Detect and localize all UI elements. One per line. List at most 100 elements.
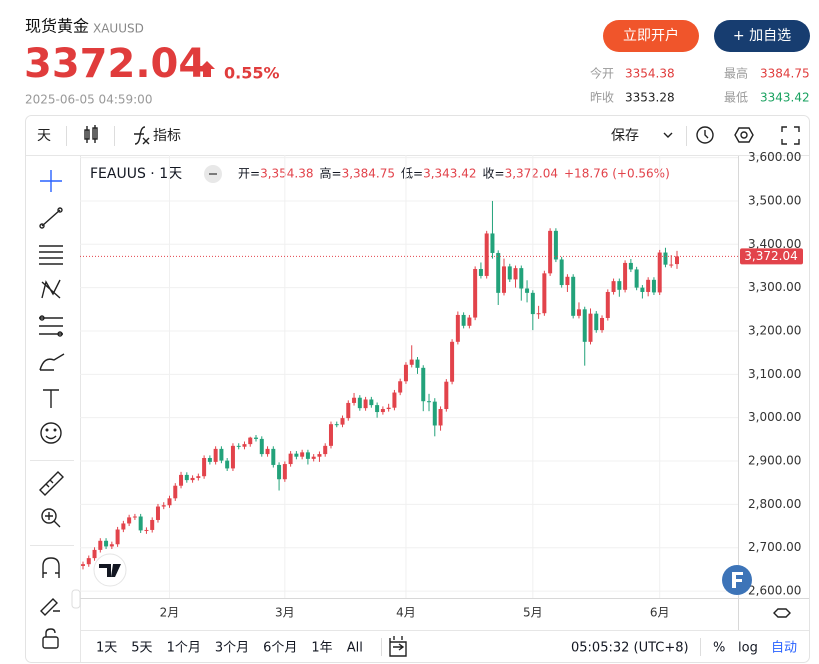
candle-body <box>403 364 408 382</box>
save-button[interactable]: 保存 <box>611 128 639 144</box>
indicators-button[interactable]: 指标 <box>153 128 181 144</box>
candle-body <box>640 287 645 292</box>
button-label[interactable]: + 加自选 <box>733 28 791 44</box>
timestamp: 2025-06-05 04:59:00 <box>25 93 152 107</box>
x-tick-label: 4月 <box>396 606 416 620</box>
fullscreen-icon[interactable] <box>781 126 800 145</box>
stat-value: 3353.28 <box>625 91 675 105</box>
range-button[interactable]: 3个月 <box>215 641 249 656</box>
candle-body <box>651 279 656 293</box>
range-button[interactable]: All <box>347 641 363 656</box>
candle-body <box>109 544 114 547</box>
button-label[interactable]: 立即开户 <box>623 27 679 44</box>
candle-body <box>340 418 345 425</box>
y-tick-label: 3,400.00 <box>748 237 801 251</box>
candle-body <box>300 452 305 457</box>
legend-label: 开= <box>238 167 260 181</box>
candle-body <box>611 281 616 292</box>
candle-body <box>415 359 420 368</box>
axes: 2,600.00 2,700.00 2,800.00 2,900.00 3,000.00… <box>80 150 803 620</box>
date-range-icon[interactable] <box>389 636 407 657</box>
candle-body <box>438 409 443 426</box>
candle-body <box>132 516 137 518</box>
candle-body <box>219 448 224 461</box>
axis-settings-icon[interactable] <box>773 608 791 618</box>
open-account-button[interactable] <box>603 20 699 52</box>
up-arrow <box>199 61 215 77</box>
candle-body <box>363 399 368 409</box>
candle-body <box>519 268 524 289</box>
candle-body <box>571 276 576 316</box>
stat-label: 最低 <box>724 91 748 105</box>
candle-body <box>225 460 230 469</box>
legend-value: 3,372.04 <box>505 167 558 181</box>
price: 3372.04 <box>24 41 206 87</box>
candle-body <box>207 457 212 462</box>
y-tick-label: 2,800.00 <box>748 497 801 511</box>
x-tick-label: 5月 <box>523 606 543 620</box>
range-button[interactable]: 1年 <box>311 641 332 656</box>
tv-logo-mark <box>99 564 121 577</box>
candles <box>81 200 679 570</box>
range-button[interactable]: 5天 <box>131 641 152 656</box>
candle-body <box>305 452 310 459</box>
candle-body <box>559 259 564 286</box>
last-price-label: 3,372.04 <box>744 249 797 263</box>
grid <box>80 155 738 598</box>
candle-body <box>565 276 570 286</box>
indicator-icon[interactable] <box>134 126 150 145</box>
scale-option[interactable]: 自动 <box>771 641 797 656</box>
y-tick-label: 3,600.00 <box>748 150 801 164</box>
y-tick-label: 3,500.00 <box>748 193 801 207</box>
candle-body <box>478 269 483 276</box>
candle-body <box>548 230 553 274</box>
legend-label: 高= <box>320 166 342 181</box>
candle-body <box>282 464 287 480</box>
candle-body <box>461 314 466 326</box>
interval-button[interactable]: 天 <box>37 128 51 144</box>
stat-label: 最高 <box>724 66 748 81</box>
settings-icon[interactable] <box>734 127 754 143</box>
range-button[interactable]: 6个月 <box>263 641 297 656</box>
candle-body <box>588 313 593 342</box>
candle-body <box>92 549 97 559</box>
scale-option[interactable]: % <box>713 641 725 656</box>
legend-symbol: FEAUUS · 1天 <box>90 166 182 182</box>
chart-type-icon[interactable] <box>84 125 98 143</box>
stat-label: 昨收 <box>590 91 614 105</box>
candle-body <box>81 564 85 566</box>
candle-body <box>536 313 541 315</box>
range-button[interactable]: 1个月 <box>167 641 201 656</box>
candle-body <box>196 476 201 478</box>
alert-icon[interactable] <box>696 126 714 144</box>
brand-logo-mark <box>732 572 743 588</box>
candle-body <box>357 397 362 409</box>
candle-body <box>236 445 241 447</box>
y-tick-label: 2,700.00 <box>748 540 801 554</box>
candle-body <box>432 401 437 426</box>
candle-body <box>473 269 478 318</box>
candle-body <box>553 230 558 260</box>
clock: 05:05:32 (UTC+8) <box>571 641 689 656</box>
y-tick-label: 3,200.00 <box>748 323 801 337</box>
candle-body <box>375 405 380 413</box>
x-tick-label: 2月 <box>160 606 180 620</box>
candle-body <box>525 288 530 293</box>
last-price-box <box>740 248 803 265</box>
dropdown-icon[interactable] <box>663 132 673 138</box>
candle-body <box>317 454 322 457</box>
range-button[interactable]: 1天 <box>96 641 117 656</box>
drawing-tools[interactable] <box>39 170 65 649</box>
watchlist-button[interactable] <box>714 20 810 52</box>
candle-body <box>138 516 143 531</box>
candle-body <box>271 448 276 465</box>
candle-body <box>663 252 668 265</box>
candle-body <box>248 437 253 445</box>
collapse-sidebar[interactable] <box>71 589 81 609</box>
legend-change: +18.76 (+0.56%) <box>564 167 670 181</box>
candle-body <box>484 233 489 276</box>
change: 0.55% <box>224 64 280 83</box>
scale-option[interactable]: log <box>738 641 758 656</box>
legend-value: 3,343.42 <box>423 167 476 181</box>
